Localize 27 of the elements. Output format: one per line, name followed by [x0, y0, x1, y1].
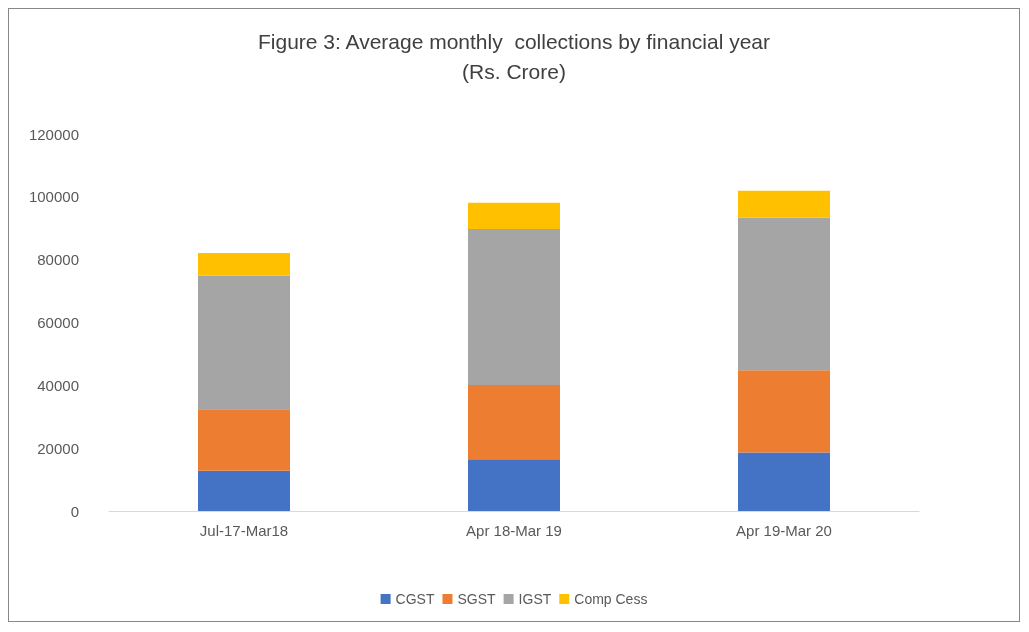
legend-label: IGST — [518, 591, 552, 607]
y-tick-label: 60000 — [37, 314, 79, 331]
y-tick-label: 120000 — [28, 125, 79, 143]
bar — [468, 459, 560, 511]
x-tick-label: Jul-17-Mar18 — [199, 522, 289, 539]
bar — [468, 385, 560, 460]
y-tick-label: 20000 — [37, 439, 79, 457]
legend-label: Comp Cess — [574, 591, 648, 607]
bar — [198, 409, 290, 471]
bar — [738, 370, 830, 453]
bar — [738, 217, 830, 371]
bar — [198, 275, 290, 410]
y-tick-label: 0 — [70, 502, 79, 520]
bar — [738, 190, 830, 218]
bar — [468, 228, 560, 386]
bar — [738, 452, 830, 511]
legend-label: CGST — [395, 591, 435, 607]
chart-title: Figure 3: Average monthly collections by financial year (Rs. Crore) — [257, 29, 771, 83]
y-tick-label: 80000 — [37, 251, 79, 269]
y-tick-label: 40000 — [37, 376, 79, 394]
bar — [198, 470, 290, 511]
y-tick-label: 100000 — [28, 188, 79, 206]
bar — [468, 202, 560, 229]
x-tick-label: Apr 19-Mar 20 — [736, 522, 832, 539]
bar — [198, 253, 290, 276]
legend-label: SGST — [457, 591, 497, 607]
x-tick-label: Apr 18-Mar 19 — [466, 522, 562, 539]
